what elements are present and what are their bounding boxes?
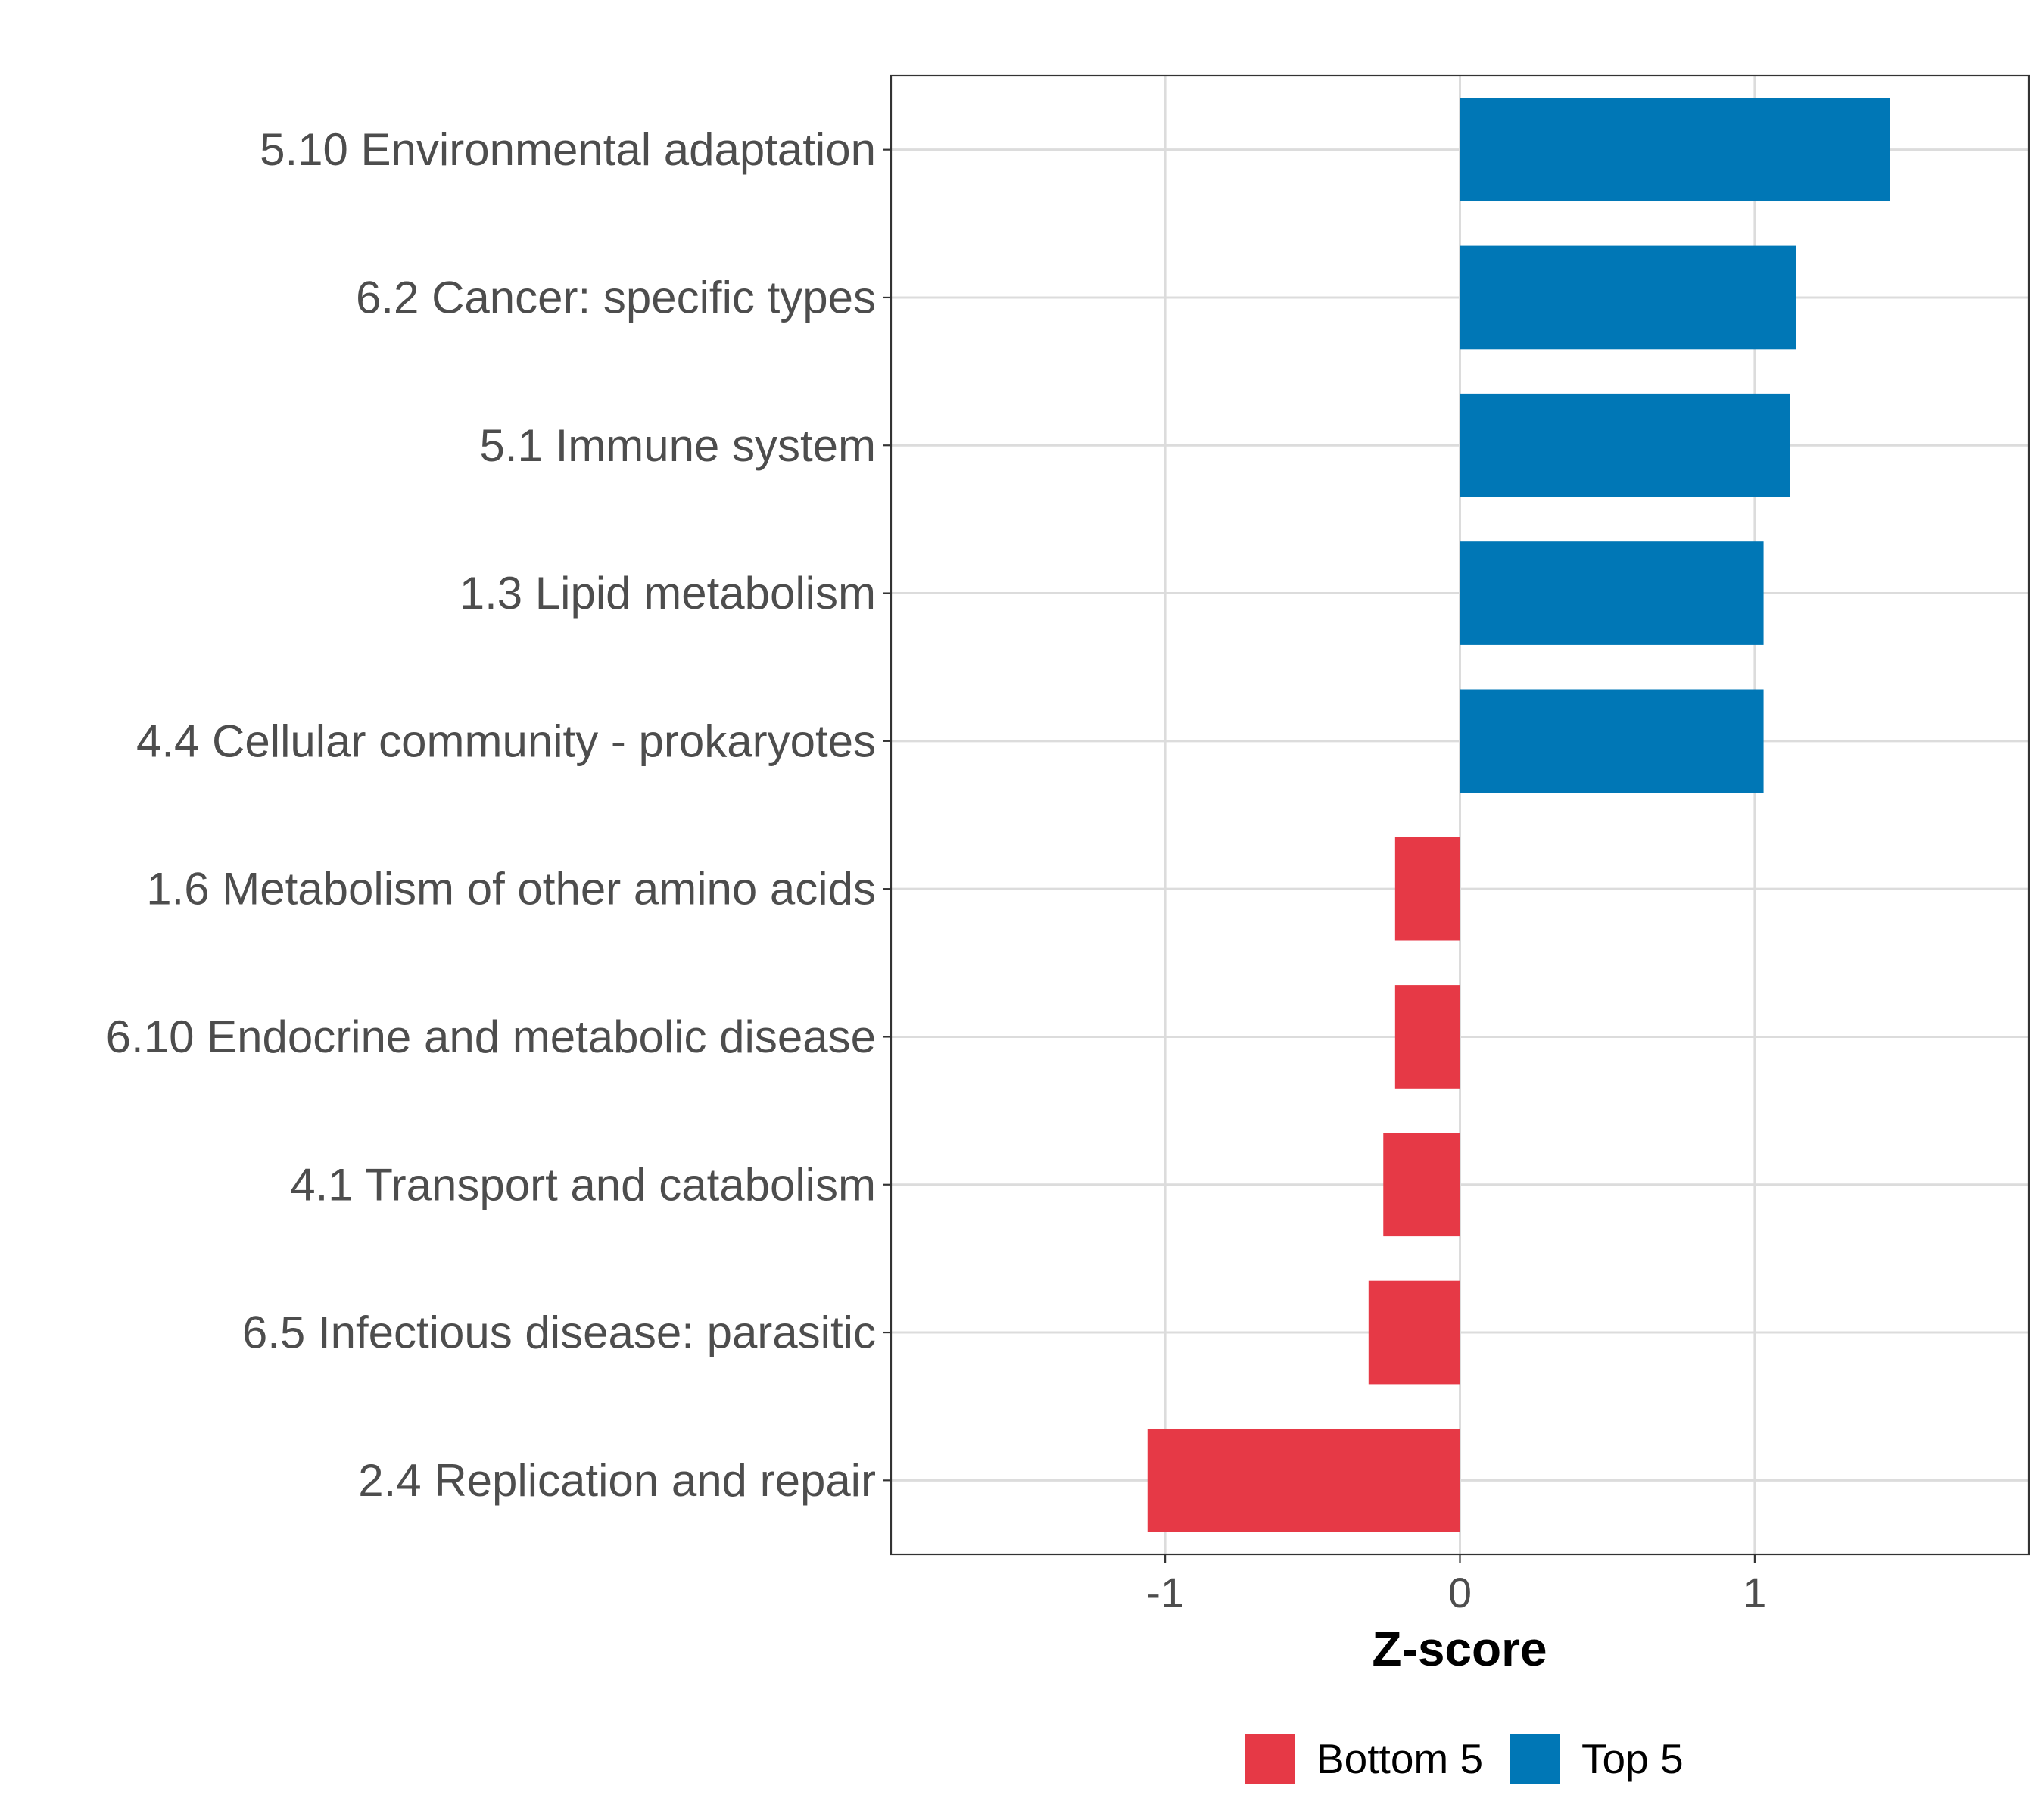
bar bbox=[1394, 985, 1460, 1089]
x-tick-label: -1 bbox=[1146, 1569, 1184, 1616]
category-label: 6.2 Cancer: specific types bbox=[356, 272, 876, 323]
category-label: 2.4 Replication and repair bbox=[358, 1455, 876, 1506]
x-tick-label: 1 bbox=[1743, 1569, 1766, 1616]
bar bbox=[1460, 689, 1764, 793]
bar bbox=[1394, 837, 1460, 941]
category-label: 6.10 Endocrine and metabolic disease bbox=[106, 1011, 876, 1062]
x-tick-label: 0 bbox=[1448, 1569, 1472, 1616]
bar bbox=[1147, 1428, 1460, 1532]
category-label: 4.1 Transport and catabolism bbox=[290, 1159, 876, 1210]
bar bbox=[1460, 245, 1796, 350]
category-label: 5.1 Immune system bbox=[479, 420, 876, 471]
category-label: 4.4 Cellular community - prokaryotes bbox=[136, 715, 876, 766]
bar bbox=[1383, 1133, 1460, 1237]
bar bbox=[1460, 98, 1890, 202]
bar bbox=[1368, 1280, 1460, 1385]
legend-label: Top 5 bbox=[1581, 1735, 1684, 1782]
bar bbox=[1460, 541, 1764, 645]
category-label: 1.3 Lipid metabolism bbox=[460, 568, 876, 619]
legend-swatch bbox=[1510, 1734, 1560, 1784]
x-axis-title: Z-score bbox=[1372, 1622, 1547, 1676]
category-label: 5.10 Environmental adaptation bbox=[260, 124, 876, 175]
legend-swatch bbox=[1245, 1734, 1295, 1784]
legend-label: Bottom 5 bbox=[1316, 1735, 1483, 1782]
bar bbox=[1460, 393, 1790, 497]
x-axis: -1 0 1 bbox=[1146, 1554, 1766, 1616]
y-axis: 5.10 Environmental adaptation 6.2 Cancer:… bbox=[106, 124, 891, 1506]
legend: Bottom 5 Top 5 bbox=[1245, 1734, 1684, 1784]
bar-layer bbox=[1147, 98, 1890, 1532]
category-label: 6.5 Infectious disease: parasitic bbox=[242, 1307, 876, 1358]
category-label: 1.6 Metabolism of other amino acids bbox=[146, 864, 876, 915]
